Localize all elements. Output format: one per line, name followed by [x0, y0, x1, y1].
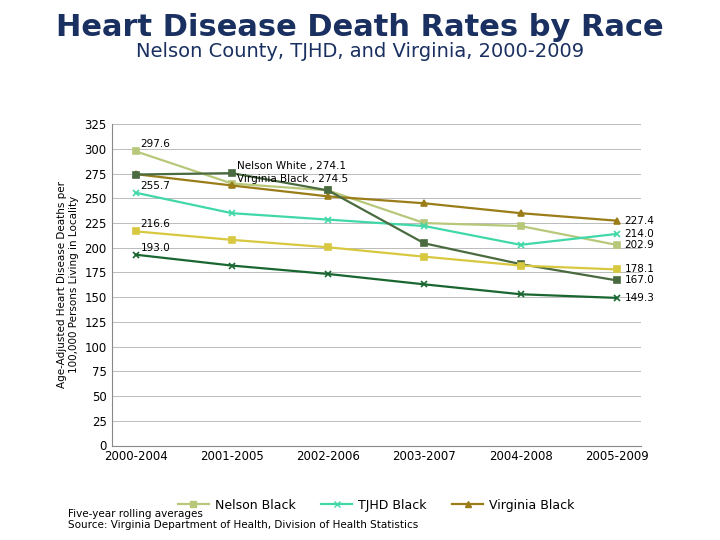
Virginia Black	[613, 218, 621, 224]
TJHD Black	[516, 241, 525, 248]
Virginia Black	[131, 171, 140, 177]
Text: Heart Disease Death Rates by Race: Heart Disease Death Rates by Race	[56, 14, 664, 43]
Nelson Black	[324, 187, 333, 194]
Nelson Black	[613, 242, 621, 248]
TJHD Black	[420, 223, 428, 230]
Line: Virginia Black: Virginia Black	[132, 171, 620, 224]
Text: Source: Virginia Department of Health, Division of Health Statistics: Source: Virginia Department of Health, D…	[68, 520, 418, 530]
TJHD Black	[131, 190, 140, 196]
Virginia Black	[516, 210, 525, 217]
Nelson Black	[516, 223, 525, 230]
Text: Nelson County, TJHD, and Virginia, 2000-2009: Nelson County, TJHD, and Virginia, 2000-…	[136, 42, 584, 61]
TJHD Black	[613, 231, 621, 237]
Text: 216.6: 216.6	[140, 219, 171, 230]
Y-axis label: Age-Adjusted Heart Disease Deaths per
100,000 Persons Living in Locality: Age-Adjusted Heart Disease Deaths per 10…	[57, 181, 78, 388]
Nelson Black	[420, 220, 428, 226]
TJHD Black	[324, 217, 333, 223]
Virginia Black	[228, 183, 236, 189]
Text: 227.4: 227.4	[624, 215, 654, 226]
TJHD Black	[228, 210, 236, 217]
Text: 178.1: 178.1	[624, 265, 654, 274]
Text: 202.9: 202.9	[624, 240, 654, 250]
Virginia Black	[420, 200, 428, 206]
Text: Nelson White , 274.1: Nelson White , 274.1	[237, 161, 346, 171]
Text: 193.0: 193.0	[140, 242, 170, 253]
Text: Virginia Black , 274.5: Virginia Black , 274.5	[237, 173, 348, 184]
Text: Five-year rolling averages: Five-year rolling averages	[68, 509, 203, 519]
Text: 167.0: 167.0	[624, 275, 654, 286]
Line: TJHD Black: TJHD Black	[132, 190, 620, 248]
Legend: Nelson Black, TJHD Black, Virginia Black: Nelson Black, TJHD Black, Virginia Black	[173, 494, 580, 517]
Nelson Black	[131, 148, 140, 154]
Text: 149.3: 149.3	[624, 293, 654, 303]
Line: Nelson Black: Nelson Black	[132, 148, 620, 248]
Nelson Black	[228, 180, 236, 187]
Virginia Black	[324, 193, 333, 200]
Text: 214.0: 214.0	[624, 229, 654, 239]
Text: 255.7: 255.7	[140, 181, 171, 191]
Text: 297.6: 297.6	[140, 139, 171, 150]
